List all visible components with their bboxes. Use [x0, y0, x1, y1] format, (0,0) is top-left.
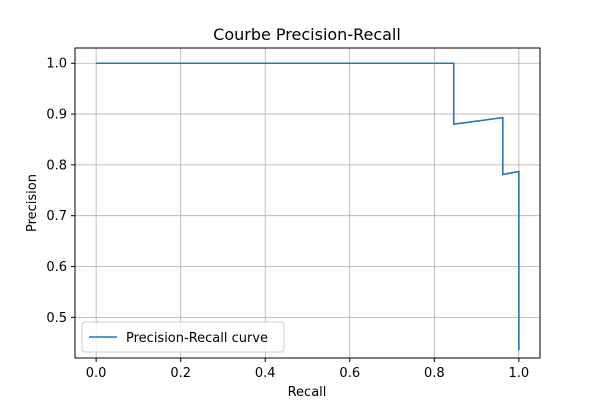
x-tick-label: 1.0: [509, 366, 530, 381]
precision-recall-curve: [96, 62, 520, 351]
y-tick-label: 0.6: [46, 260, 67, 275]
y-tick-label: 0.8: [46, 158, 67, 173]
x-tick-label: 0.0: [86, 366, 107, 381]
y-tick-label: 1.0: [46, 57, 67, 72]
legend-label: Precision-Recall curve: [126, 331, 268, 346]
y-tick-label: 0.7: [46, 209, 67, 224]
x-tick-label: 0.8: [424, 366, 445, 381]
x-axis-label: Recall: [288, 385, 327, 400]
y-tick-label: 0.5: [46, 311, 67, 326]
x-tick-label: 0.4: [255, 366, 276, 381]
legend-box: [81, 321, 285, 353]
grid: [75, 48, 540, 358]
y-axis-label: Precision: [25, 174, 40, 232]
x-tick-label: 0.2: [170, 366, 191, 381]
ticks: 0.0 0.2 0.4 0.6 0.8 1.0 0.5 0.6 0.7 0.8 0.9 1.0: [46, 57, 529, 381]
series-layer: [96, 62, 520, 351]
axes-frame: [74, 47, 541, 359]
chart-title: Courbe Precision-Recall: [213, 25, 401, 44]
y-tick-label: 0.9: [46, 108, 67, 123]
legend: Precision-Recall curve: [81, 321, 285, 353]
x-tick-label: 0.6: [339, 366, 360, 381]
